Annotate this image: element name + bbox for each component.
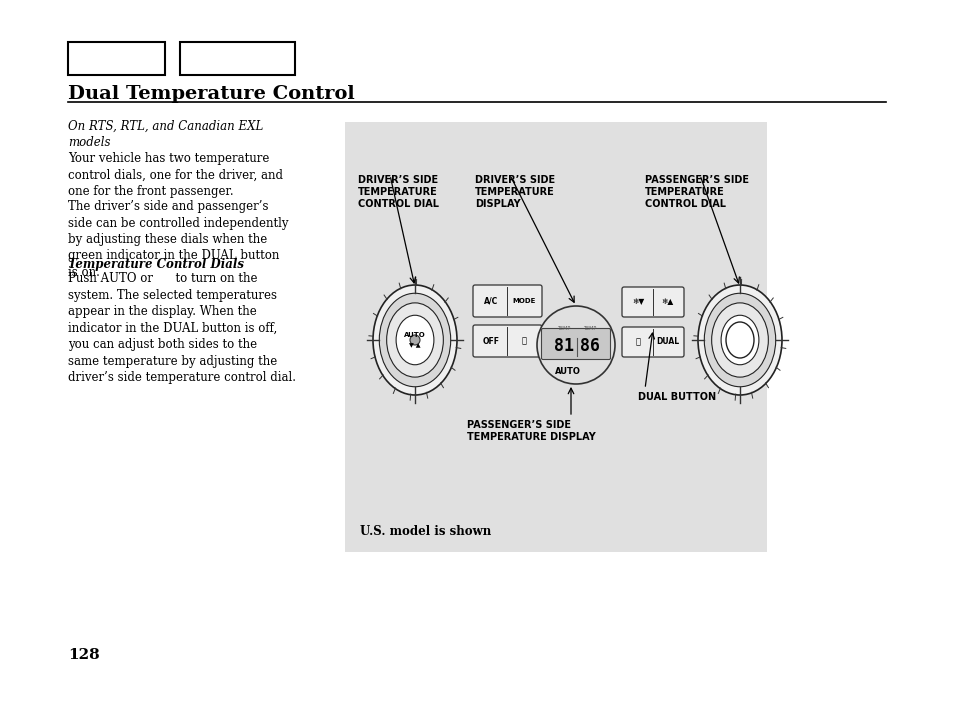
Text: AUTO: AUTO bbox=[404, 332, 425, 338]
Text: The driver’s side and passenger’s
side can be controlled independently
by adjust: The driver’s side and passenger’s side c… bbox=[68, 200, 288, 279]
Text: 81: 81 bbox=[554, 337, 574, 355]
Text: U.S. model is shown: U.S. model is shown bbox=[359, 525, 491, 538]
Text: 86: 86 bbox=[579, 337, 599, 355]
Text: ❄▲: ❄▲ bbox=[660, 297, 673, 307]
Circle shape bbox=[734, 335, 744, 345]
Text: Temperature Control Dials: Temperature Control Dials bbox=[68, 258, 244, 271]
Text: On RTS, RTL, and Canadian EXL
models: On RTS, RTL, and Canadian EXL models bbox=[68, 120, 263, 150]
Text: A/C: A/C bbox=[483, 297, 497, 305]
FancyBboxPatch shape bbox=[541, 329, 610, 359]
Ellipse shape bbox=[395, 315, 434, 365]
Text: TEMP: TEMP bbox=[583, 325, 596, 330]
Text: DRIVER’S SIDE
TEMPERATURE
DISPLAY: DRIVER’S SIDE TEMPERATURE DISPLAY bbox=[475, 175, 555, 209]
Bar bbox=[345, 122, 766, 552]
Text: DUAL: DUAL bbox=[656, 337, 679, 346]
FancyBboxPatch shape bbox=[621, 287, 683, 317]
Text: DRIVER’S SIDE
TEMPERATURE
CONTROL DIAL: DRIVER’S SIDE TEMPERATURE CONTROL DIAL bbox=[357, 175, 438, 209]
Bar bbox=[180, 42, 294, 75]
Ellipse shape bbox=[725, 322, 753, 358]
Text: PASSENGER’S SIDE
TEMPERATURE
CONTROL DIAL: PASSENGER’S SIDE TEMPERATURE CONTROL DIA… bbox=[644, 175, 748, 209]
Circle shape bbox=[410, 335, 419, 345]
Text: ❄▼: ❄▼ bbox=[632, 297, 644, 307]
Text: MODE: MODE bbox=[512, 298, 535, 304]
Text: DUAL BUTTON: DUAL BUTTON bbox=[638, 392, 716, 402]
Ellipse shape bbox=[703, 293, 775, 387]
Text: 🌡: 🌡 bbox=[636, 337, 640, 346]
Text: AUTO: AUTO bbox=[555, 366, 580, 376]
Ellipse shape bbox=[711, 303, 767, 377]
Text: OFF: OFF bbox=[482, 337, 499, 346]
FancyBboxPatch shape bbox=[473, 285, 541, 317]
Text: PASSENGER’S SIDE
TEMPERATURE DISPLAY: PASSENGER’S SIDE TEMPERATURE DISPLAY bbox=[467, 420, 595, 442]
Ellipse shape bbox=[373, 285, 456, 395]
Text: Your vehicle has two temperature
control dials, one for the driver, and
one for : Your vehicle has two temperature control… bbox=[68, 152, 283, 198]
Text: Push AUTO or      to turn on the
system. The selected temperatures
appear in the: Push AUTO or to turn on the system. The … bbox=[68, 272, 295, 384]
Bar bbox=[68, 42, 165, 75]
Ellipse shape bbox=[720, 315, 758, 365]
Text: TEMP: TEMP bbox=[557, 325, 570, 330]
Ellipse shape bbox=[698, 285, 781, 395]
FancyBboxPatch shape bbox=[473, 325, 541, 357]
Ellipse shape bbox=[379, 293, 450, 387]
Text: ▼ ▲: ▼ ▲ bbox=[409, 344, 420, 349]
Text: 🚗: 🚗 bbox=[520, 337, 526, 346]
FancyBboxPatch shape bbox=[621, 327, 683, 357]
Text: Dual Temperature Control: Dual Temperature Control bbox=[68, 85, 355, 103]
Text: 128: 128 bbox=[68, 648, 100, 662]
Ellipse shape bbox=[537, 306, 615, 384]
Ellipse shape bbox=[386, 303, 443, 377]
